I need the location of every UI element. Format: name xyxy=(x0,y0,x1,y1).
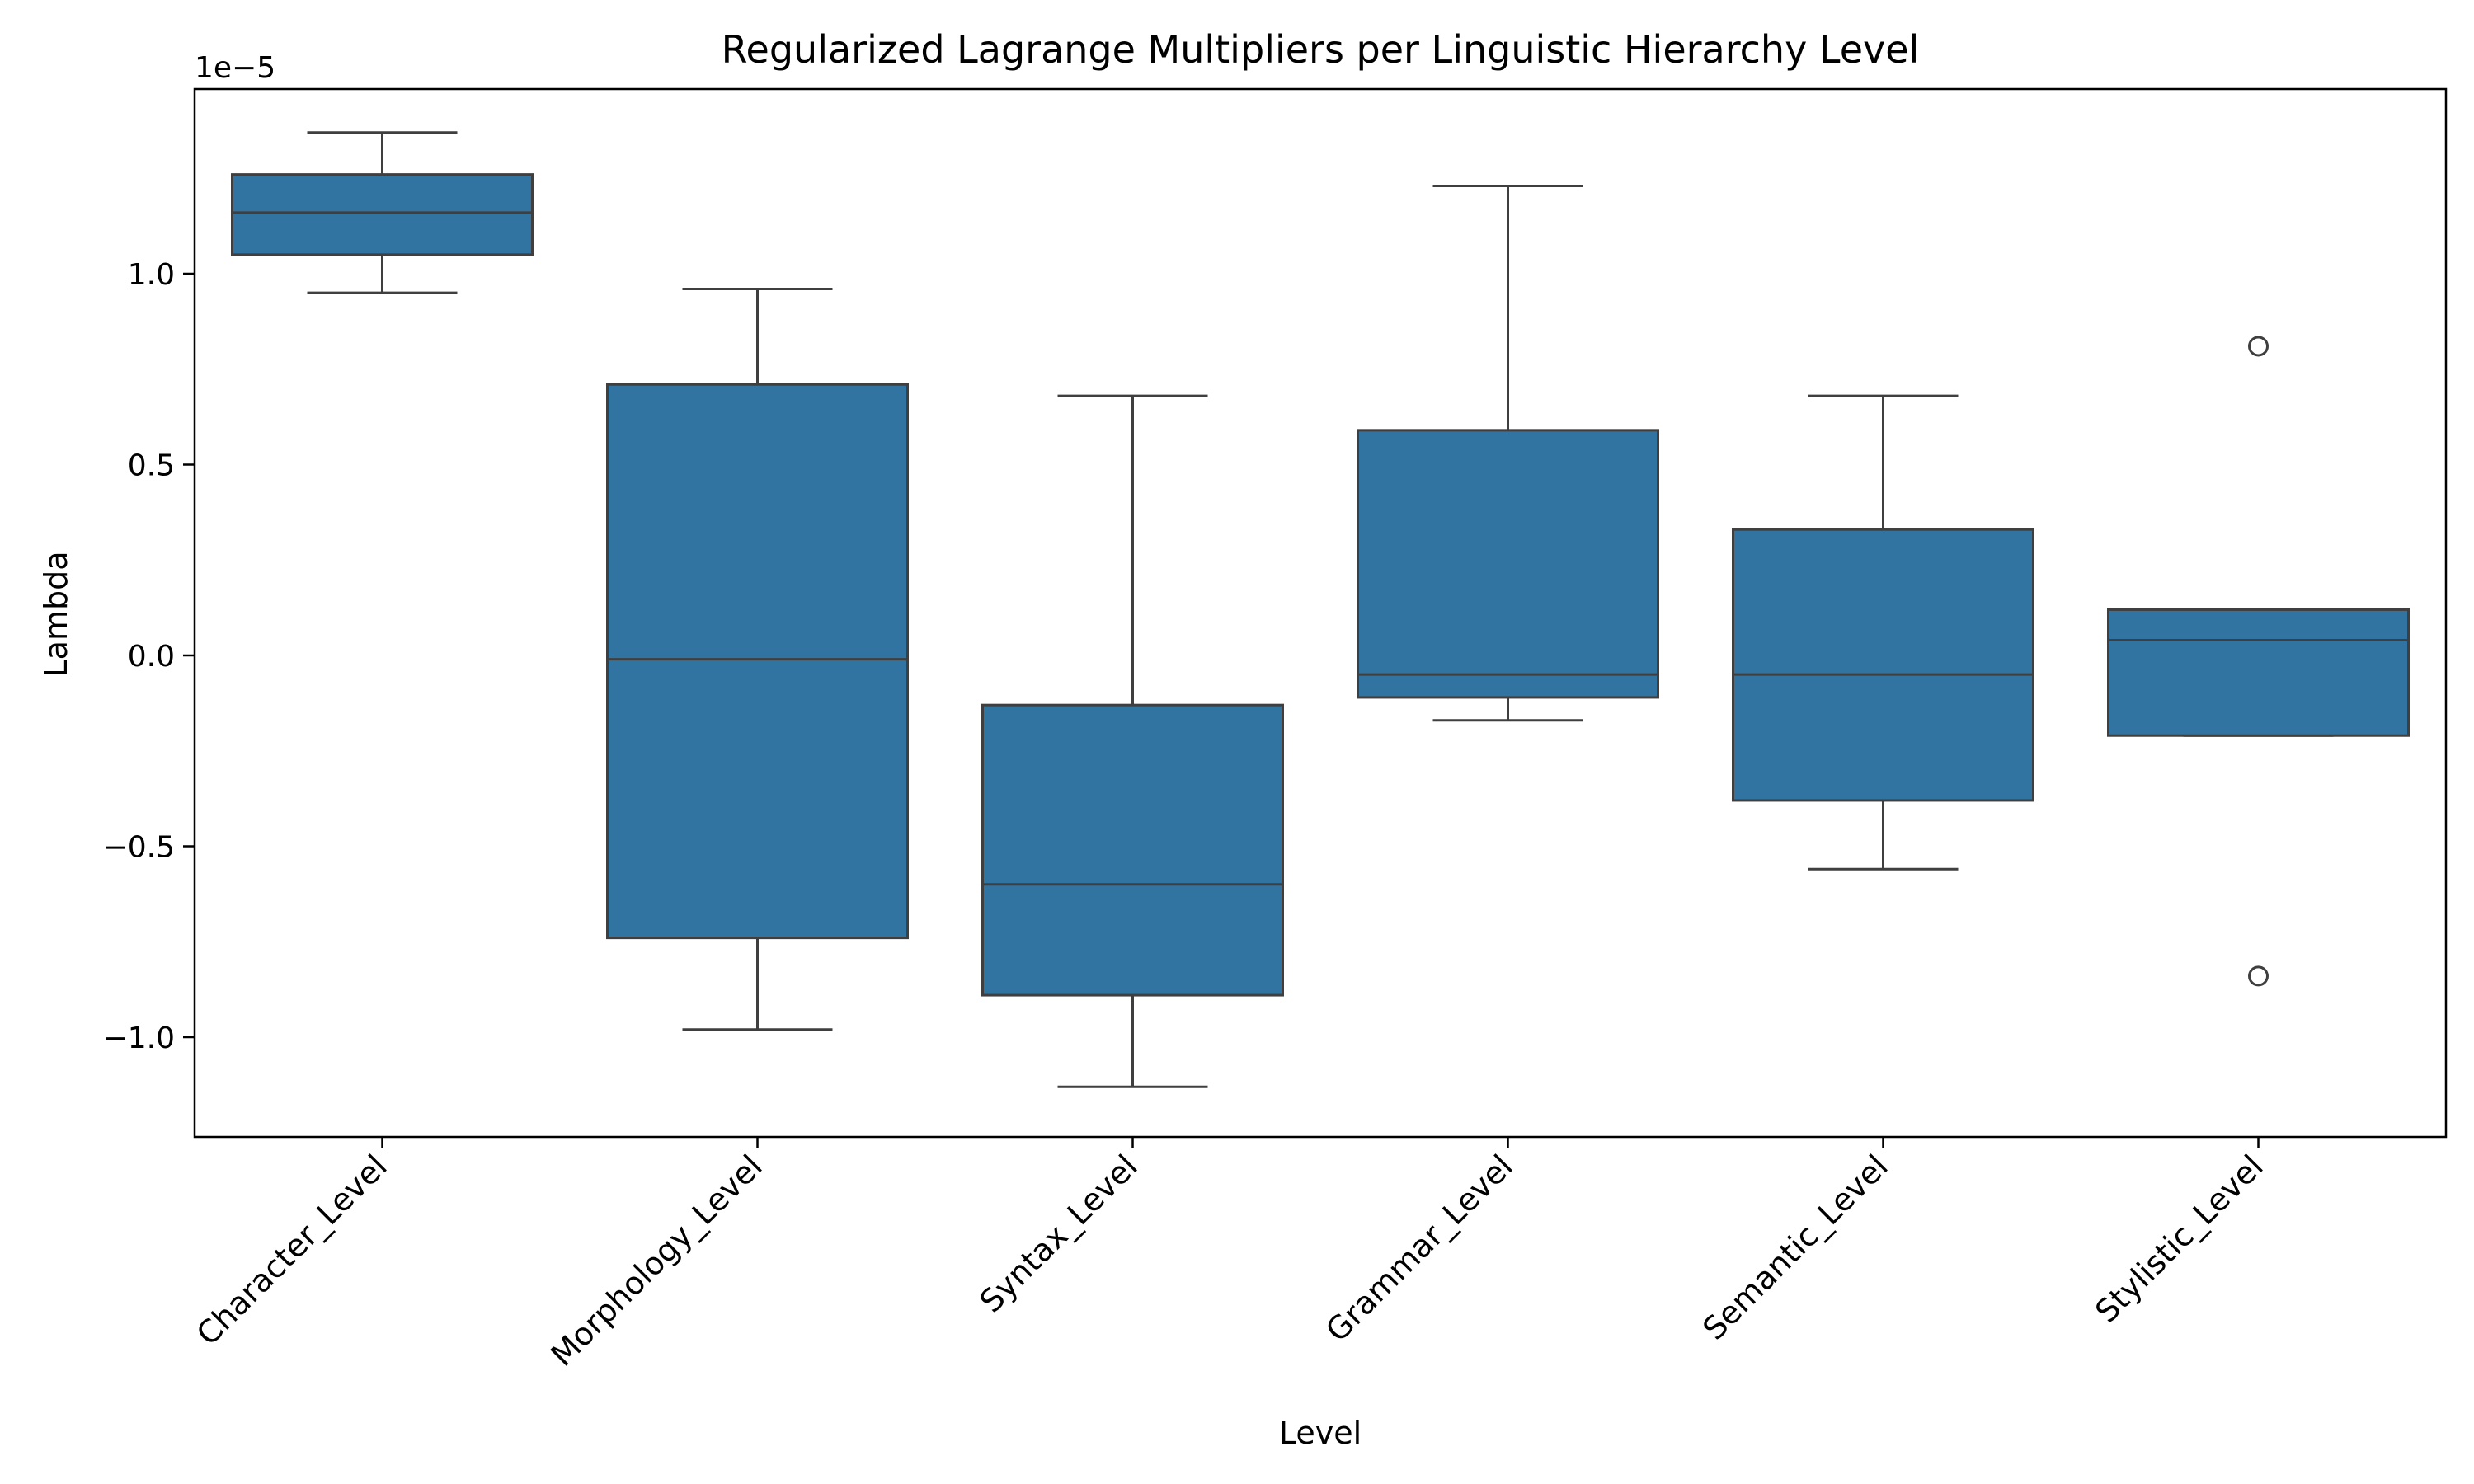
box-group-Character_Level xyxy=(231,131,534,294)
box-iqr xyxy=(606,383,909,940)
x-tick-label: Morphology_Level xyxy=(543,1148,769,1374)
box-group-Grammar_Level xyxy=(1357,185,1659,722)
y-tick-label: −0.5 xyxy=(103,831,175,865)
outlier-point xyxy=(2248,336,2269,357)
y-tick-label: 0.5 xyxy=(128,449,175,483)
y-tick-label: 0.0 xyxy=(128,640,175,674)
boxes-layer xyxy=(231,131,2410,1088)
x-tick-label: Stylistic_Level xyxy=(2088,1148,2270,1330)
plot-frame xyxy=(193,87,2448,1139)
x-tick-label: Semantic_Level xyxy=(1696,1148,1895,1347)
outlier-point xyxy=(2248,965,2269,987)
chart-title: Regularized Lagrange Multipliers per Lin… xyxy=(722,27,1920,72)
box-iqr xyxy=(1732,528,2034,802)
box-group-Morphology_Level xyxy=(606,288,909,1031)
x-tick-label: Syntax_Level xyxy=(972,1148,1144,1319)
y-axis-label: Lambda xyxy=(38,551,74,677)
box-group-Semantic_Level xyxy=(1732,394,2034,871)
y-axis-offset-label: 1e−5 xyxy=(195,51,275,85)
box-iqr xyxy=(231,173,534,256)
box-group-Stylistic_Level xyxy=(2107,336,2410,987)
y-tick-label: 1.0 xyxy=(128,258,175,292)
x-axis-label: Level xyxy=(1279,1415,1362,1451)
x-tick-label: Grammar_Level xyxy=(1319,1148,1520,1349)
box-iqr xyxy=(1357,429,1659,699)
box-group-Syntax_Level xyxy=(981,394,1284,1088)
x-tick-label: Character_Level xyxy=(190,1148,394,1352)
box-iqr xyxy=(981,703,1284,997)
box-iqr xyxy=(2107,608,2410,737)
y-tick-label: −1.0 xyxy=(103,1021,175,1055)
